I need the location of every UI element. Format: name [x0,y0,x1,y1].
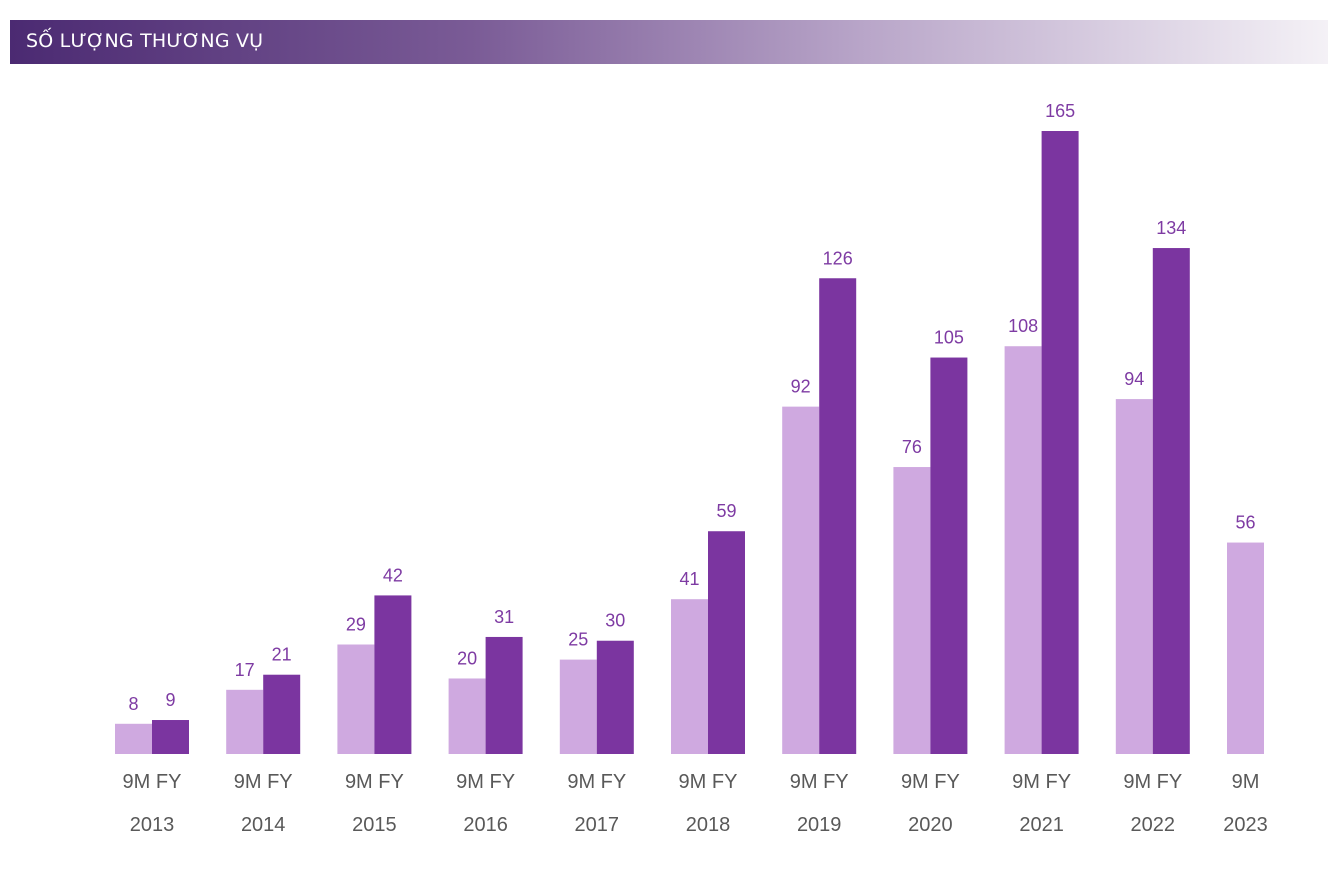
x-tick-label-period: 9M FY [123,771,182,793]
x-tick-label-period: 9M FY [567,771,626,793]
data-label: 134 [1156,218,1186,238]
x-tick-label-year: 2022 [1131,814,1176,836]
data-label: 8 [128,694,138,714]
bar-9m-2017 [559,659,597,754]
data-label: 105 [934,328,964,348]
x-tick-label-year: 2016 [463,814,508,836]
bar-9m-2016 [448,678,486,754]
x-tick-label-year: 2017 [575,814,620,836]
data-label: 56 [1235,513,1255,533]
x-tick-label-year: 2018 [686,814,731,836]
x-tick-label-period: 9M FY [679,771,738,793]
bar-9m-2020 [893,467,931,754]
bar-9m-2022 [1115,399,1153,754]
bar-9m-2014 [226,689,264,754]
x-tick-label-year: 2020 [908,814,953,836]
data-label: 76 [902,437,922,457]
bar-fy-2021 [1041,131,1079,754]
data-label: 9 [165,690,175,710]
chart-title: SỐ LƯỢNG THƯƠNG VỤ [26,30,264,52]
x-tick-label-period: 9M FY [1123,771,1182,793]
bar-fy-2017 [596,640,634,754]
bar-fy-2020 [930,357,968,754]
bar-fy-2022 [1152,248,1190,755]
bar-9m-2021 [1004,346,1042,754]
bar-fy-2013 [152,720,189,754]
x-tick-label-period: 9M [1232,771,1260,793]
x-tick-label-period: 9M FY [456,771,515,793]
x-tick-label-year: 2014 [241,814,286,836]
data-label: 30 [605,611,625,631]
data-label: 165 [1045,101,1075,121]
data-label: 25 [568,630,588,650]
x-tick-label-period: 9M FY [901,771,960,793]
bar-9m-2015 [337,644,375,754]
data-label: 92 [791,377,811,397]
bar-9m-2023 [1227,542,1264,754]
x-tick-label-period: 9M FY [345,771,404,793]
data-label: 94 [1124,369,1144,389]
x-tick-label-year: 2013 [130,814,175,836]
bar-fy-2019 [819,278,857,754]
bar-9m-2013 [115,723,152,754]
x-tick-label-period: 9M FY [234,771,293,793]
x-tick-label-year: 2021 [1019,814,1064,836]
bar-9m-2018 [671,599,708,754]
data-label: 126 [823,248,853,268]
x-tick-label-period: 9M FY [790,771,849,793]
bar-fy-2018 [708,531,745,754]
data-label: 41 [679,569,699,589]
data-label: 59 [716,501,736,521]
data-label: 108 [1008,316,1038,336]
data-label: 21 [272,645,292,665]
chart-title-banner: SỐ LƯỢNG THƯƠNG VỤ [10,20,1328,64]
x-tick-label-year: 2023 [1223,814,1268,836]
bar-fy-2015 [374,595,412,754]
data-label: 29 [346,615,366,635]
data-label: 31 [494,607,514,627]
bar-fy-2016 [485,636,523,754]
x-tick-label-period: 9M FY [1012,771,1071,793]
bar-9m-2019 [782,406,820,754]
data-label: 17 [235,660,255,680]
data-label: 20 [457,648,477,668]
bar-fy-2014 [263,674,301,754]
data-label: 42 [383,565,403,585]
x-tick-label-year: 2019 [797,814,842,836]
x-tick-label-year: 2015 [352,814,397,836]
